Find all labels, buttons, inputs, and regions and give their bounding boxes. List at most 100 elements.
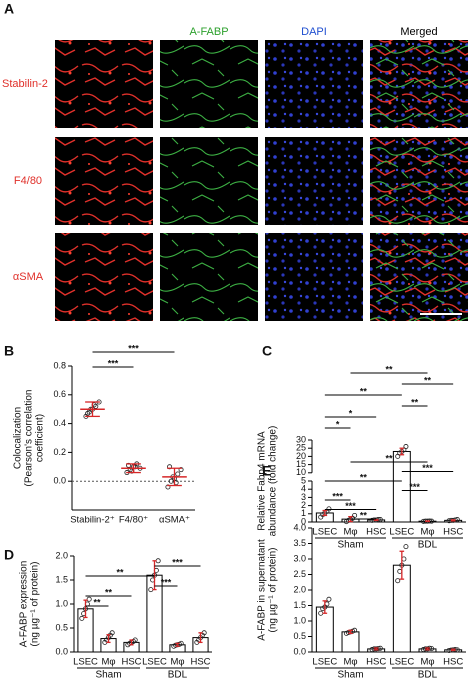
image-signal (370, 233, 468, 321)
image-signal (370, 40, 468, 128)
comparison-label: ** (385, 453, 393, 463)
group-label: Sham (337, 670, 363, 678)
y-tick-label: 2.0 (293, 584, 306, 594)
y-tick-label: 0 (301, 516, 306, 526)
x-tick-label: HSC (190, 657, 210, 668)
image-signal (160, 40, 258, 128)
y-tick-label: 0.2 (53, 447, 66, 457)
y-tick-label: 30 (296, 434, 306, 444)
x-tick-label: HSC (366, 657, 386, 668)
image-signal (160, 137, 258, 225)
y-tick-label: 0.6 (53, 389, 66, 399)
y-tick-label: 1.0 (293, 615, 306, 625)
x-tick-label: Mφ (343, 527, 357, 538)
column-header: DAPI (301, 26, 327, 38)
image-row (55, 40, 468, 128)
x-tick-label: HSC (443, 657, 463, 668)
comparison-label: *** (422, 463, 433, 473)
data-point (168, 478, 174, 484)
comparison-label: *** (128, 343, 139, 353)
y-tick-label: 20 (296, 451, 306, 461)
data-point (175, 471, 181, 477)
y-axis-label: A-FABP in supernatant (257, 539, 268, 641)
comparison-label: *** (108, 358, 119, 368)
image-signal (265, 137, 363, 225)
data-point (109, 630, 115, 636)
y-tick-label: 1.5 (55, 574, 68, 584)
data-point (165, 484, 171, 490)
column-header: Merged (400, 26, 437, 38)
image-signal (370, 137, 468, 225)
y-tick-label: 0.5 (55, 622, 68, 632)
x-tick-label: Mφ (420, 657, 434, 668)
comparison-label: ** (385, 364, 393, 374)
x-tick-label: Mφ (101, 657, 115, 668)
data-point (403, 444, 409, 450)
x-tick-label: HSC (443, 527, 463, 538)
x-tick-label: LSEC (389, 657, 414, 668)
data-point (326, 506, 332, 512)
y-tick-label: 4 (301, 484, 306, 494)
y-tick-label: 0.4 (53, 418, 66, 428)
column-header: A-FABP (189, 26, 228, 38)
comparison-label: ** (424, 375, 432, 385)
x-tick-label: LSEC (389, 527, 414, 538)
image-signal (160, 233, 258, 321)
panel-letter: E (262, 463, 271, 479)
panel-letter: B (4, 343, 14, 359)
panel-letter: C (262, 343, 272, 359)
comparison-label: ** (360, 386, 368, 396)
data-point (326, 596, 332, 602)
y-tick-label: 1.5 (293, 600, 306, 610)
group-label: BDL (418, 540, 438, 551)
x-tick-label: Mφ (420, 527, 434, 538)
image-signal (55, 40, 153, 128)
y-tick-label: 0.0 (53, 476, 66, 486)
image-signal (55, 233, 153, 321)
panel-letter: D (4, 547, 14, 563)
y-axis-label: (ng µg⁻¹ of protein) (30, 562, 41, 647)
image-signal (55, 137, 153, 225)
x-tick-label: Mφ (170, 657, 184, 668)
x-tick-label: Mφ (343, 657, 357, 668)
data-point (178, 467, 184, 473)
y-tick-label: 10 (296, 467, 306, 477)
y-tick-label: 0.5 (293, 631, 306, 641)
y-tick-label: 2.0 (55, 550, 68, 560)
x-tick-label: LSEC (312, 657, 337, 668)
group-label: Sham (337, 540, 363, 551)
y-tick-label: 25 (296, 443, 306, 453)
y-tick-label: 4.0 (293, 522, 306, 532)
y-axis-label: coefficient) (35, 414, 46, 462)
comparison-label: *** (345, 501, 356, 511)
comparison-label: ** (360, 510, 368, 520)
y-tick-label: 2 (301, 500, 306, 510)
comparison-label: ** (93, 597, 101, 607)
y-tick-label: 2.5 (293, 569, 306, 579)
group-label: BDL (418, 670, 438, 678)
y-axis-label: Relative Fabp4 mRNA (257, 431, 268, 531)
data-point (395, 578, 401, 584)
comparison-label: ** (360, 472, 368, 482)
row-label: Stabilin-2 (2, 78, 48, 90)
data-point (79, 615, 85, 621)
comparison-label: *** (409, 482, 420, 492)
comparison-label: *** (332, 491, 343, 501)
x-tick-label: F4/80⁺ (119, 515, 148, 526)
row-label: αSMA (13, 271, 44, 283)
x-tick-label: LSEC (312, 527, 337, 538)
x-tick-label: HSC (121, 657, 141, 668)
comparison-label: * (349, 408, 353, 418)
data-point (352, 512, 358, 518)
y-tick-label: 3.5 (293, 538, 306, 548)
comparison-label: ** (105, 587, 113, 597)
y-tick-label: 3.0 (293, 553, 306, 563)
comparison-label: *** (172, 557, 183, 567)
data-point (126, 462, 132, 468)
y-tick-label: 5 (301, 475, 306, 485)
y-axis-label: abundance (fold change) (268, 426, 279, 537)
y-axis-label: A-FABP expression (19, 561, 30, 648)
image-signal (265, 40, 363, 128)
y-tick-label: 0.8 (53, 360, 66, 370)
